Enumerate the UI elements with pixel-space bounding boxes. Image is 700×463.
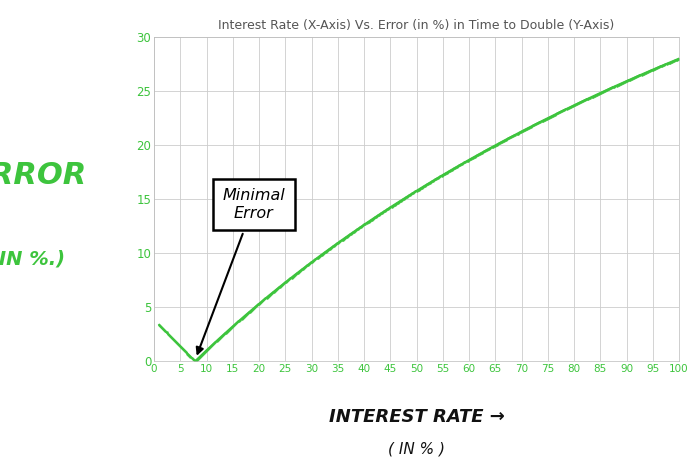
Text: Minimal
Error: Minimal Error [197,188,285,354]
Text: INTEREST RATE →: INTEREST RATE → [328,408,505,425]
Text: ( IN % ): ( IN % ) [388,442,445,457]
Text: ERROR: ERROR [0,162,87,190]
Text: (IN %.): (IN %.) [0,250,66,269]
Title: Interest Rate (X-Axis) Vs. Error (in %) in Time to Double (Y-Axis): Interest Rate (X-Axis) Vs. Error (in %) … [218,19,615,31]
